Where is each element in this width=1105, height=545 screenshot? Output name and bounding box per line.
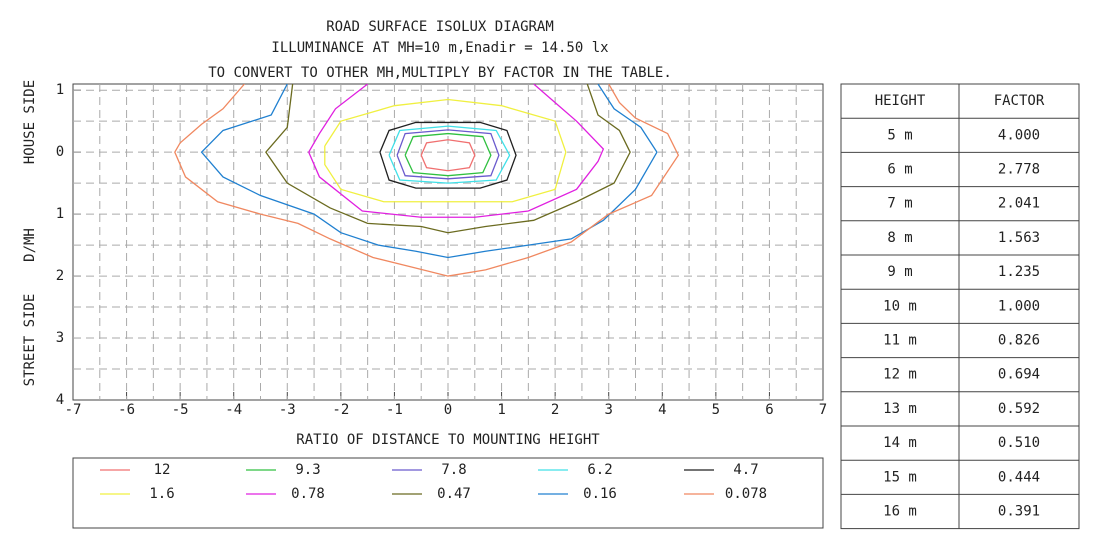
x-tick-label: -1 bbox=[386, 402, 403, 418]
x-axis-label: RATIO OF DISTANCE TO MOUNTING HEIGHT bbox=[296, 432, 600, 448]
table-cell: 0.444 bbox=[998, 469, 1040, 485]
table-cell: 1.563 bbox=[998, 230, 1040, 246]
legend-label: 0.16 bbox=[583, 486, 617, 502]
y-axis-label: STREET SIDE bbox=[22, 294, 38, 387]
table-cell: 0.391 bbox=[998, 504, 1040, 520]
table-cell: 10 m bbox=[883, 298, 917, 314]
x-tick-label: -5 bbox=[172, 402, 189, 418]
chart-title: ILLUMINANCE AT MH=10 m,Enadir = 14.50 lx bbox=[271, 40, 608, 56]
chart-title: ROAD SURFACE ISOLUX DIAGRAM bbox=[326, 19, 554, 35]
legend-frame bbox=[72, 457, 824, 529]
table-cell: 7 m bbox=[887, 196, 912, 212]
table-frame bbox=[840, 83, 1080, 530]
x-tick-label: 1 bbox=[497, 402, 505, 418]
table-cell: 6 m bbox=[887, 162, 912, 178]
legend-label: 9.3 bbox=[295, 462, 320, 478]
table-header: HEIGHT bbox=[875, 93, 926, 109]
table-cell: 4.000 bbox=[998, 127, 1040, 143]
x-tick-label: 0 bbox=[444, 402, 452, 418]
legend-label: 4.7 bbox=[733, 462, 758, 478]
table-cell: 9 m bbox=[887, 264, 912, 280]
isolux-line bbox=[307, 84, 605, 218]
table-cell: 16 m bbox=[883, 504, 917, 520]
table-cell: 2.041 bbox=[998, 196, 1040, 212]
table-cell: 5 m bbox=[887, 127, 912, 143]
x-tick-label: 7 bbox=[819, 402, 827, 418]
x-tick-label: 2 bbox=[551, 402, 559, 418]
y-axis-label: D/MH bbox=[22, 228, 38, 262]
table-cell: 0.592 bbox=[998, 401, 1040, 417]
contours bbox=[174, 84, 680, 277]
y-tick-label: 1 bbox=[56, 206, 64, 222]
table-cell: 0.510 bbox=[998, 435, 1040, 451]
legend-label: 0.47 bbox=[437, 486, 471, 502]
table-cell: 0.694 bbox=[998, 367, 1040, 383]
y-tick-label: 3 bbox=[56, 330, 64, 346]
isolux-line bbox=[174, 84, 680, 277]
table-cell: 0.826 bbox=[998, 333, 1040, 349]
isolux-line bbox=[200, 84, 658, 259]
legend-label: 7.8 bbox=[441, 462, 466, 478]
x-tick-label: -3 bbox=[279, 402, 296, 418]
x-tick-label: 4 bbox=[658, 402, 666, 418]
legend-label: 1.6 bbox=[149, 486, 174, 502]
table-cell: 1.235 bbox=[998, 264, 1040, 280]
table-header: FACTOR bbox=[994, 93, 1045, 109]
isolux-line bbox=[265, 84, 631, 234]
x-tick-label: -7 bbox=[65, 402, 82, 418]
table-cell: 13 m bbox=[883, 401, 917, 417]
legend-label: 6.2 bbox=[587, 462, 612, 478]
isolux-line bbox=[420, 139, 476, 172]
legend-label: 0.78 bbox=[291, 486, 325, 502]
x-tick-label: 6 bbox=[765, 402, 773, 418]
chart-title: TO CONVERT TO OTHER MH,MULTIPLY BY FACTO… bbox=[208, 65, 672, 81]
table-cell: 1.000 bbox=[998, 298, 1040, 314]
isolux-line bbox=[388, 125, 511, 184]
x-tick-label: -2 bbox=[332, 402, 349, 418]
x-tick-label: -6 bbox=[118, 402, 135, 418]
table-cell: 14 m bbox=[883, 435, 917, 451]
y-tick-label: 4 bbox=[56, 392, 64, 408]
table-cell: 8 m bbox=[887, 230, 912, 246]
y-tick-label: 1 bbox=[56, 82, 64, 98]
table-cell: 12 m bbox=[883, 367, 917, 383]
isolux-line bbox=[324, 98, 567, 203]
y-tick-label: 2 bbox=[56, 268, 64, 284]
table-cell: 11 m bbox=[883, 333, 917, 349]
isolux-line bbox=[379, 121, 517, 189]
y-tick-label: 0 bbox=[56, 144, 64, 160]
legend-label: 0.078 bbox=[725, 486, 767, 502]
table-cell: 15 m bbox=[883, 469, 917, 485]
legend-label: 12 bbox=[154, 462, 171, 478]
x-tick-label: 3 bbox=[604, 402, 612, 418]
y-axis-label: HOUSE SIDE bbox=[22, 80, 38, 164]
isolux-line bbox=[404, 132, 492, 177]
x-tick-label: 5 bbox=[712, 402, 720, 418]
isolux-line bbox=[396, 129, 500, 180]
table-cell: 2.778 bbox=[998, 162, 1040, 178]
x-tick-label: -4 bbox=[225, 402, 242, 418]
